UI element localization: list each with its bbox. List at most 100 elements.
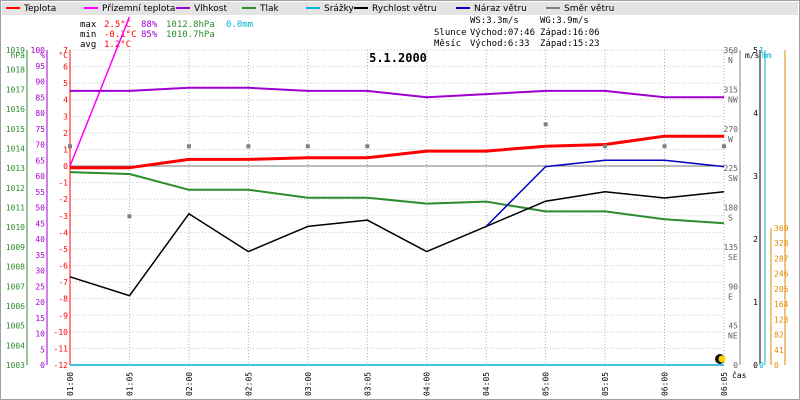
humidity-tick: 75	[35, 125, 45, 134]
wind-direction-point	[603, 144, 608, 149]
humidity-tick: 85	[35, 93, 45, 102]
direction-tick: 180	[724, 204, 739, 213]
temperature-tick: 4	[63, 96, 68, 105]
temperature-tick: 3	[63, 112, 68, 121]
direction-tick: 45	[728, 322, 738, 331]
wind-direction-point	[305, 144, 310, 149]
pressure-tick: 1005	[6, 322, 25, 331]
sunset: Západ:16:06	[540, 28, 600, 38]
temperature-tick: -6	[58, 262, 68, 271]
direction-tick: 360	[724, 46, 739, 55]
wind-direction-point	[246, 144, 251, 149]
moonrise: Východ:6:33	[470, 39, 530, 49]
wind-direction-point	[543, 122, 548, 127]
temperature-tick: -12	[54, 361, 69, 370]
series	[69, 16, 725, 366]
direction-label: NW	[728, 95, 738, 104]
x-tick-label: 05:00	[542, 372, 551, 396]
chart-title: 5.1.2000	[369, 51, 427, 65]
legend-label: Srážky	[324, 4, 355, 14]
pressure-unit: hPa	[11, 51, 26, 60]
wind-direction-point	[127, 214, 132, 219]
humidity-tick: 15	[35, 314, 45, 323]
wind-wg: WG:3.9m/s	[540, 16, 589, 26]
direction-tick: 270	[724, 125, 739, 134]
series-line-3	[69, 171, 725, 225]
legend-label: Vlhkost	[194, 4, 227, 14]
temperature-tick: -11	[54, 344, 69, 353]
temperature-tick: -5	[58, 245, 68, 254]
direction-label: S	[728, 214, 733, 223]
temperature-tick: 2	[63, 129, 68, 138]
humidity-tick: 40	[35, 235, 45, 244]
temperature-tick: -7	[58, 278, 68, 287]
humidity-tick: 45	[35, 219, 45, 228]
temperature-tick: -10	[54, 328, 69, 337]
moon-label: Měsíc	[434, 39, 461, 49]
legend-item-4: Srážky	[306, 4, 355, 14]
direction-label: SE	[728, 253, 738, 262]
humidity-tick: 35	[35, 251, 45, 260]
direction-label: SW	[728, 174, 738, 183]
humidity-tick: 80	[35, 109, 45, 118]
x-axis-labels: 01:00 01:05 02:00 02:05 03:00 03:05 04:00 04:05…	[66, 370, 747, 396]
pressure-tick: 1007	[6, 282, 25, 291]
stats-rain-max: 0.0mm	[226, 20, 253, 30]
humidity-tick: 90	[35, 78, 45, 87]
rain-tick: 0	[759, 361, 764, 370]
wind-tick: 3	[753, 172, 758, 181]
humidity-tick: 10	[35, 330, 45, 339]
x-tick-label: 04:05	[482, 372, 491, 396]
wind-tick: 5	[753, 46, 758, 55]
wind-ws: WS:3.3m/s	[470, 16, 519, 26]
series-line-5	[485, 159, 725, 227]
x-tick-label: 06:00	[661, 372, 670, 396]
humidity-tick: 25	[35, 282, 45, 291]
wind-tick: 2	[753, 235, 758, 244]
direction-label: E	[728, 292, 733, 301]
stats-label-max: max	[80, 20, 97, 30]
stats-block: max min avg 2.5°C -0.1°C 1.2°C 88% 85% 1…	[80, 16, 600, 50]
legend-label: Tlak	[259, 4, 280, 14]
wind-direction-point	[68, 144, 72, 149]
temperature-unit: °C	[58, 51, 68, 60]
rain-tick: 1	[759, 46, 764, 55]
direction-label: N	[728, 56, 733, 65]
legend-label: Přízemní teplota	[102, 4, 175, 14]
temperature-tick: -4	[58, 228, 68, 237]
legend-item-0: Teplota	[6, 4, 56, 14]
humidity-tick: 65	[35, 156, 45, 165]
x-tick-label: 06:05	[720, 372, 729, 396]
legend-label: Směr větru	[564, 4, 614, 14]
pressure-tick: 1014	[6, 144, 25, 153]
direction-tick: 315	[724, 85, 739, 94]
rain-sum-tick: 328	[774, 239, 789, 248]
direction-tick: 90	[728, 282, 738, 291]
pressure-tick: 1017	[6, 85, 25, 94]
rain-sum-tick: 287	[774, 254, 789, 263]
stats-pressure-min: 1010.7hPa	[166, 30, 215, 40]
rain-sum-tick: 0	[774, 361, 779, 370]
legend-item-5: Rychlost větru	[354, 4, 437, 14]
wind-direction-point	[722, 144, 726, 149]
direction-unit: °	[730, 51, 735, 60]
sunrise: Východ:07:46	[470, 28, 535, 38]
sun-label: Slunce	[434, 28, 467, 38]
x-tick-label: 01:00	[66, 372, 75, 396]
x-tick-label: 01:05	[125, 372, 134, 396]
legend-bar	[2, 2, 798, 15]
pressure-tick: 1011	[6, 204, 25, 213]
humidity-tick: 5	[40, 345, 45, 354]
x-tick-label: 04:00	[423, 372, 432, 396]
humidity-tick: 55	[35, 188, 45, 197]
humidity-tick: 0	[40, 361, 45, 370]
pressure-tick: 1019	[6, 46, 25, 55]
humidity-tick: 60	[35, 172, 45, 181]
series-line-0	[70, 134, 724, 170]
stats-humidity-max: 88%	[141, 20, 158, 30]
stats-temp-max: 2.5°C	[104, 20, 131, 30]
stats-label-avg: avg	[80, 40, 96, 50]
pressure-tick: 1015	[6, 125, 25, 134]
x-tick-label: 05:05	[601, 372, 610, 396]
wind-direction-point	[186, 144, 191, 149]
